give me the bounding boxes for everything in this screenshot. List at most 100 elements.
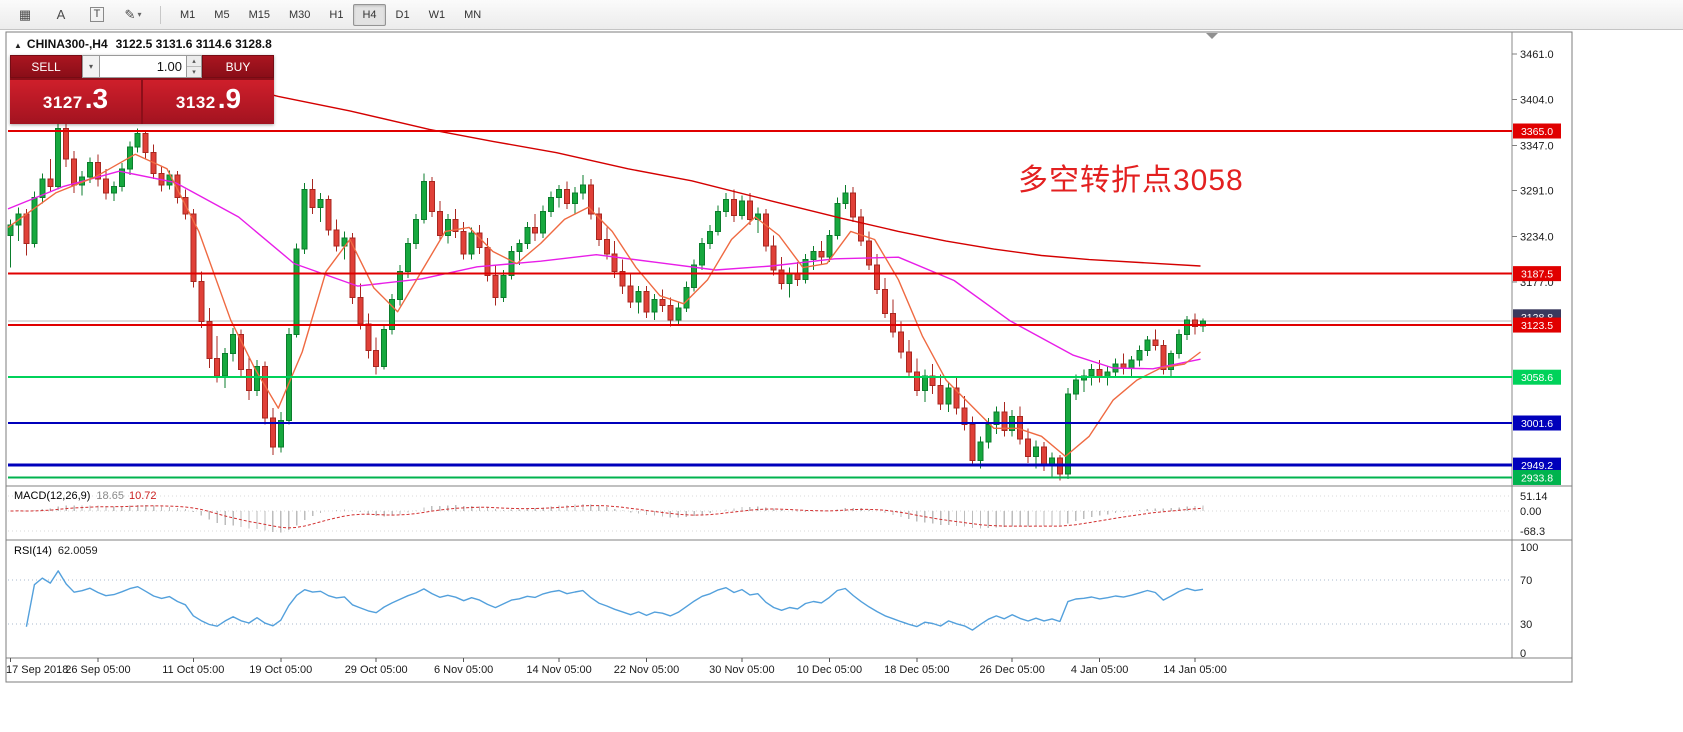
svg-text:3187.5: 3187.5 (1521, 269, 1553, 281)
toolbar: ▦ A T ✎ ▾ M1 M5 M15 M30 H1 H4 D1 W1 MN (0, 0, 1683, 30)
volume-dropdown-button[interactable]: ▾ (82, 55, 100, 78)
ask-price-pips: .9 (217, 83, 242, 114)
rsi-tick-label: 0 (1520, 648, 1526, 660)
bid-price-pips: .3 (84, 83, 109, 114)
rsi-tick-label: 70 (1520, 575, 1532, 587)
bid-price-main: 3127 (42, 93, 83, 112)
level-lines (8, 130, 1512, 479)
chart-annotation-text: 多空转折点3058 (1018, 164, 1244, 197)
rsi-name: RSI(14) (14, 545, 52, 557)
time-axis-label: 18 Dec 05:00 (884, 664, 949, 676)
timeframe-button-M1[interactable]: M1 (180, 8, 196, 21)
chevron-down-icon: ▾ (88, 62, 93, 71)
rsi-panel: 100 70 30 0 (8, 542, 1538, 660)
sell-button[interactable]: SELL (10, 55, 82, 78)
svg-text:3001.6: 3001.6 (1521, 418, 1553, 430)
price-tick-label: 3347.0 (1520, 140, 1554, 152)
text-tool-button[interactable]: T (80, 3, 114, 27)
svg-text:2949.2: 2949.2 (1521, 460, 1553, 472)
chart-window-frame (5, 31, 1573, 683)
time-axis-label: 17 Sep 2018 (6, 664, 68, 676)
volume-input[interactable]: 1.00 (100, 55, 187, 78)
level-price-label: 3365.0 (1513, 123, 1561, 139)
ma-medium-line (7, 170, 1201, 370)
level-price-label: 3001.6 (1513, 415, 1561, 431)
time-axis-label: 10 Dec 05:00 (797, 664, 862, 676)
time-axis-label: 19 Oct 05:00 (249, 664, 312, 676)
timeframe-button-M30[interactable]: M30 (288, 8, 311, 21)
chart-symbol: CHINA300-,H4 (26, 37, 108, 51)
text-label-tool-icon: A (56, 7, 66, 22)
drawing-tools-button[interactable]: ✎ ▾ (116, 3, 150, 27)
time-axis-label: 22 Nov 05:00 (614, 664, 679, 676)
drawing-tools-group: ▦ A T ✎ ▾ (8, 3, 150, 27)
time-axis-label: 6 Nov 05:00 (434, 664, 493, 676)
timeframe-button-H4[interactable]: H4 (353, 3, 386, 26)
time-axis-label: 14 Jan 05:00 (1163, 664, 1227, 676)
level-price-label: 3187.5 (1513, 266, 1561, 282)
timeframe-button-D1[interactable]: D1 (395, 8, 410, 21)
rsi-tick-label: 30 (1520, 619, 1532, 631)
macd-signal-value: 10.72 (128, 490, 157, 502)
chart-shift-marker (1206, 33, 1218, 39)
macd-tick-label: 0.00 (1520, 506, 1541, 518)
rsi-indicator-label: RSI(14) 62.0059 (14, 545, 98, 557)
text-label-tool-button[interactable]: A (44, 3, 78, 27)
time-axis-label: 26 Dec 05:00 (979, 664, 1044, 676)
macd-tick-label: 51.14 (1520, 491, 1548, 503)
timeframe-button-M15[interactable]: M15 (248, 8, 270, 21)
chart-title: ▲ CHINA300-,H4 3122.5 3131.6 3114.6 3128.8 (14, 37, 272, 51)
macd-main-value: 18.65 (96, 490, 124, 502)
snap-grid-tool-icon: ▦ (18, 6, 32, 22)
ma-fast-line (7, 153, 1201, 458)
one-click-trade-panel: SELL ▾ 1.00 ▴ ▾ BUY 3127 .3 3132 .9 (10, 55, 274, 124)
svg-text:3123.5: 3123.5 (1521, 320, 1553, 332)
drawing-tools-icon: ✎ (124, 6, 136, 22)
level-price-label: 3058.6 (1513, 369, 1561, 385)
timeframe-group: M1 M5 M15 M30 H1 H4 D1 W1 MN (171, 3, 490, 26)
toolbar-separator (160, 5, 161, 24)
timeframe-button-W1[interactable]: W1 (428, 8, 446, 21)
macd-tick-label: -68.3 (1520, 526, 1545, 538)
svg-text:3365.0: 3365.0 (1521, 126, 1553, 138)
price-tick-label: 3291.0 (1520, 185, 1554, 197)
time-axis-label: 29 Oct 05:00 (345, 664, 408, 676)
timeframe-button-MN[interactable]: MN (464, 8, 482, 21)
macd-name: MACD(12,26,9) (14, 490, 91, 502)
timeframe-button-M5[interactable]: M5 (214, 8, 230, 21)
timeframe-button-H1[interactable]: H1 (329, 8, 344, 21)
snap-grid-tool-button[interactable]: ▦ (8, 3, 42, 27)
level-price-label: 2949.2 (1513, 457, 1561, 473)
ask-price-main: 3132 (175, 93, 216, 112)
volume-stepper[interactable]: ▴ ▾ (187, 55, 202, 78)
price-tick-label: 3234.0 (1520, 231, 1554, 243)
text-tool-icon: T (89, 7, 105, 22)
price-tick-label: 3404.0 (1520, 95, 1554, 107)
rsi-value: 62.0059 (57, 545, 98, 557)
rsi-tick-label: 100 (1520, 542, 1538, 554)
macd-indicator-label: MACD(12,26,9) 18.65 10.72 (14, 490, 156, 502)
svg-text:2933.8: 2933.8 (1521, 472, 1553, 484)
level-price-label: 3123.5 (1513, 317, 1561, 333)
price-tick-label: 3461.0 (1520, 49, 1554, 61)
level-price-label: 2933.8 (1513, 469, 1561, 485)
time-axis-label: 26 Sep 05:00 (65, 664, 130, 676)
macd-panel: 51.14 0.00 -68.3 (8, 491, 1548, 538)
svg-text:3058.6: 3058.6 (1521, 372, 1553, 384)
spin-up-icon[interactable]: ▴ (187, 56, 201, 67)
time-axis-label: 4 Jan 05:00 (1071, 664, 1129, 676)
ask-price-box[interactable]: 3132 .9 (143, 80, 274, 124)
time-axis-label: 14 Nov 05:00 (526, 664, 591, 676)
buy-button[interactable]: BUY (202, 55, 274, 78)
candles (7, 114, 1206, 481)
spin-down-icon[interactable]: ▾ (187, 67, 201, 77)
time-axis-label: 11 Oct 05:00 (162, 664, 224, 676)
time-axis-label: 30 Nov 05:00 (709, 664, 774, 676)
collapse-arrow-icon[interactable]: ▲ (14, 41, 22, 50)
bid-price-box[interactable]: 3127 .3 (10, 80, 141, 124)
chevron-down-icon: ▾ (137, 10, 142, 19)
